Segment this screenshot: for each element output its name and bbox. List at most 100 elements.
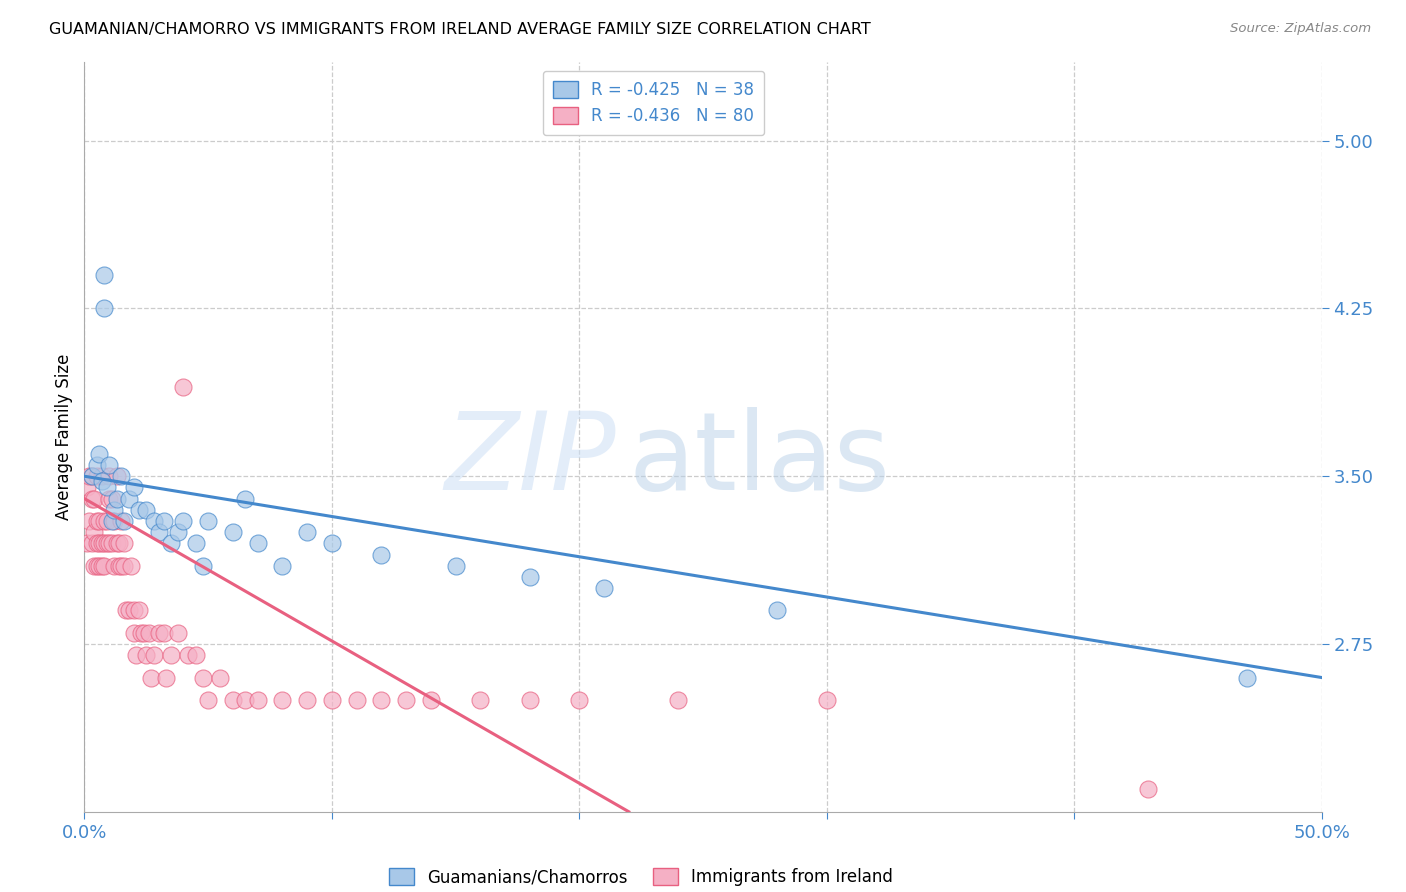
Point	[105, 469, 128, 483]
Point	[90, 558, 112, 573]
Point	[76, 536, 98, 550]
Point	[125, 648, 148, 662]
Point	[96, 536, 118, 550]
Text: ZIP: ZIP	[444, 407, 616, 512]
Point	[110, 469, 132, 483]
Point	[108, 558, 131, 573]
Point	[83, 525, 105, 540]
Point	[152, 514, 174, 528]
Point	[90, 536, 112, 550]
Point	[122, 603, 145, 617]
Point	[135, 648, 157, 662]
Point	[86, 458, 108, 472]
Point	[110, 514, 132, 528]
Point	[233, 491, 256, 506]
Point	[419, 693, 441, 707]
Point	[141, 671, 163, 685]
Point	[89, 558, 111, 573]
Point	[197, 693, 219, 707]
Point	[100, 536, 122, 550]
Point	[519, 693, 541, 707]
Point	[172, 380, 194, 394]
Point	[83, 558, 105, 573]
Point	[197, 514, 219, 528]
Point	[79, 514, 101, 528]
Point	[519, 570, 541, 584]
Point	[444, 558, 467, 573]
Point	[135, 502, 157, 516]
Point	[295, 525, 318, 540]
Point	[172, 514, 194, 528]
Point	[105, 491, 128, 506]
Point	[246, 693, 269, 707]
Point	[132, 625, 155, 640]
Point	[222, 693, 245, 707]
Point	[222, 525, 245, 540]
Point	[155, 671, 177, 685]
Point	[86, 558, 108, 573]
Point	[271, 558, 294, 573]
Point	[346, 693, 368, 707]
Point	[80, 536, 103, 550]
Point	[79, 469, 101, 483]
Point	[470, 693, 492, 707]
Point	[96, 480, 118, 494]
Point	[167, 625, 190, 640]
Point	[160, 536, 183, 550]
Point	[370, 548, 392, 562]
Point	[148, 525, 170, 540]
Point	[96, 514, 118, 528]
Point	[321, 536, 343, 550]
Point	[321, 693, 343, 707]
Text: GUAMANIAN/CHAMORRO VS IMMIGRANTS FROM IRELAND AVERAGE FAMILY SIZE CORRELATION CH: GUAMANIAN/CHAMORRO VS IMMIGRANTS FROM IR…	[49, 22, 870, 37]
Text: Source: ZipAtlas.com: Source: ZipAtlas.com	[1230, 22, 1371, 36]
Point	[93, 558, 115, 573]
Point	[128, 603, 150, 617]
Point	[142, 514, 165, 528]
Point	[122, 480, 145, 494]
Point	[86, 469, 108, 483]
Point	[148, 625, 170, 640]
Point	[209, 671, 232, 685]
Point	[184, 536, 207, 550]
Point	[76, 480, 98, 494]
Point	[100, 491, 122, 506]
Point	[103, 558, 125, 573]
Point	[167, 525, 190, 540]
Point	[98, 536, 121, 550]
Point	[115, 603, 138, 617]
Point	[1236, 671, 1258, 685]
Point	[815, 693, 838, 707]
Point	[108, 536, 131, 550]
Point	[177, 648, 200, 662]
Point	[593, 581, 616, 595]
Point	[112, 536, 135, 550]
Point	[271, 693, 294, 707]
Point	[80, 469, 103, 483]
Text: atlas: atlas	[628, 407, 891, 513]
Point	[93, 536, 115, 550]
Point	[90, 474, 112, 488]
Point	[103, 514, 125, 528]
Point	[128, 502, 150, 516]
Point	[90, 469, 112, 483]
Point	[89, 514, 111, 528]
Point	[112, 514, 135, 528]
Point	[370, 693, 392, 707]
Point	[184, 648, 207, 662]
Point	[295, 693, 318, 707]
Point	[100, 514, 122, 528]
Y-axis label: Average Family Size: Average Family Size	[55, 354, 73, 520]
Point	[1137, 782, 1160, 797]
Point	[120, 558, 142, 573]
Point	[122, 625, 145, 640]
Point	[666, 693, 689, 707]
Point	[118, 603, 141, 617]
Point	[86, 514, 108, 528]
Point	[86, 536, 108, 550]
Point	[246, 536, 269, 550]
Point	[80, 491, 103, 506]
Point	[568, 693, 591, 707]
Point	[160, 648, 183, 662]
Point	[110, 558, 132, 573]
